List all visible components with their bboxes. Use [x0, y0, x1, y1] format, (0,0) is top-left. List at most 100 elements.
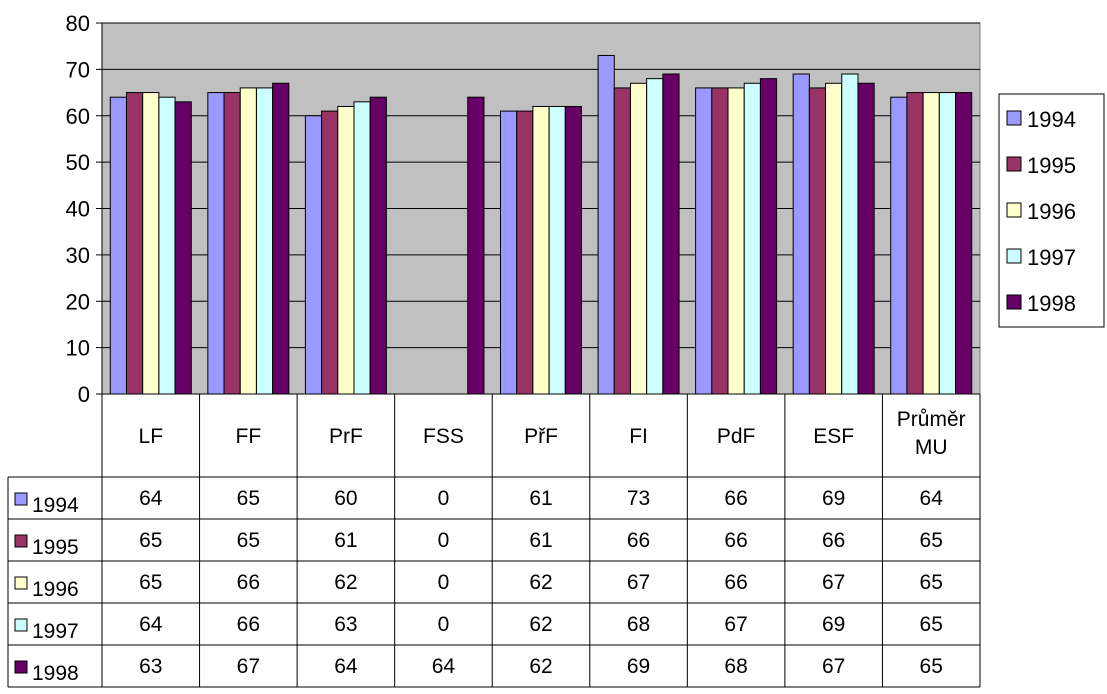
bar	[272, 82, 290, 395]
table-series-name: 1998	[32, 662, 79, 685]
table-series-name: 1997	[32, 620, 79, 643]
y-tick-label: 80	[66, 11, 90, 36]
legend-swatch	[1006, 294, 1022, 310]
table-value: 69	[627, 655, 650, 678]
bar	[304, 115, 323, 395]
bar	[955, 92, 973, 395]
table-value: 66	[724, 529, 747, 552]
table-value: 0	[438, 613, 450, 636]
bar	[158, 96, 176, 395]
table-value: 65	[920, 613, 943, 636]
bar	[564, 105, 582, 395]
table-legend-key	[14, 660, 28, 674]
bar	[695, 87, 713, 395]
table-series-name: 1995	[32, 536, 79, 559]
table-value: 63	[139, 655, 162, 678]
legend-swatch	[1006, 202, 1022, 218]
table-series-name: 1994	[32, 494, 79, 517]
table-value: 64	[139, 613, 163, 636]
table-value: 69	[822, 487, 845, 510]
bar	[759, 78, 778, 395]
legend-label: 1996	[1027, 199, 1076, 224]
table-value: 67	[822, 655, 845, 678]
bar	[711, 87, 729, 395]
legend-swatch	[1006, 156, 1022, 172]
y-tick-label: 20	[66, 289, 90, 314]
table-value: 62	[529, 571, 552, 594]
legend-label: 1998	[1027, 291, 1076, 316]
bar	[467, 96, 485, 395]
table-legend-key	[14, 534, 28, 548]
table-value: 65	[920, 571, 943, 594]
legend-label: 1997	[1027, 245, 1076, 270]
category-label: ESF	[813, 425, 854, 448]
table-value: 61	[529, 487, 552, 510]
category-label: LF	[139, 425, 164, 448]
table-value: 73	[627, 487, 650, 510]
category-label: FF	[236, 425, 262, 448]
bar	[353, 101, 371, 395]
bar	[255, 87, 274, 395]
category-label-line: Průměr	[897, 408, 966, 431]
y-tick-label: 40	[66, 197, 90, 222]
legend-swatch	[1006, 110, 1022, 126]
category-label: PrF	[329, 425, 363, 448]
bar	[207, 92, 225, 395]
table-value: 66	[822, 529, 845, 552]
bar	[646, 78, 664, 395]
bar	[597, 54, 615, 395]
table-value: 63	[334, 613, 357, 636]
y-tick-label: 70	[66, 57, 90, 82]
y-tick-label: 10	[66, 336, 90, 361]
table-value: 64	[334, 655, 358, 678]
y-tick-label: 30	[66, 243, 90, 268]
legend-swatch	[1006, 248, 1022, 264]
category-label: Průměr MU	[897, 408, 966, 459]
bar	[808, 87, 827, 395]
bar	[109, 96, 127, 395]
table-value: 66	[627, 529, 650, 552]
bar	[532, 105, 550, 395]
bar	[321, 110, 339, 395]
bar	[516, 110, 534, 395]
category-label: PdF	[717, 425, 756, 448]
table-value: 65	[237, 487, 260, 510]
bar	[792, 73, 810, 395]
bar	[629, 82, 648, 395]
table-value: 67	[724, 613, 747, 636]
bar	[727, 87, 745, 395]
bar	[239, 87, 257, 395]
bar	[922, 92, 940, 395]
bar	[369, 96, 387, 395]
table-value: 65	[139, 571, 162, 594]
table-legend-key	[14, 492, 28, 506]
table-value: 66	[724, 571, 747, 594]
table-value: 65	[920, 529, 943, 552]
table-value: 67	[822, 571, 845, 594]
bar	[613, 87, 631, 395]
bar	[174, 101, 192, 395]
table-value: 69	[822, 613, 845, 636]
table-value: 66	[237, 571, 260, 594]
bar	[841, 73, 859, 395]
bar	[743, 82, 761, 395]
table-value: 68	[724, 655, 747, 678]
table-value: 68	[627, 613, 650, 636]
table-value: 65	[237, 529, 260, 552]
bar	[125, 92, 144, 395]
table-value: 61	[334, 529, 357, 552]
y-tick-label: 0	[78, 382, 90, 407]
table-value: 62	[529, 655, 552, 678]
bar	[825, 82, 843, 395]
bar	[662, 73, 680, 395]
table-value: 65	[920, 655, 943, 678]
category-label-line: MU	[915, 436, 948, 459]
y-tick-label: 60	[66, 104, 90, 129]
legend-label: 1995	[1027, 153, 1076, 178]
category-label: FI	[629, 425, 648, 448]
table-value: 0	[438, 529, 450, 552]
table-value: 67	[627, 571, 650, 594]
bar	[857, 82, 875, 395]
